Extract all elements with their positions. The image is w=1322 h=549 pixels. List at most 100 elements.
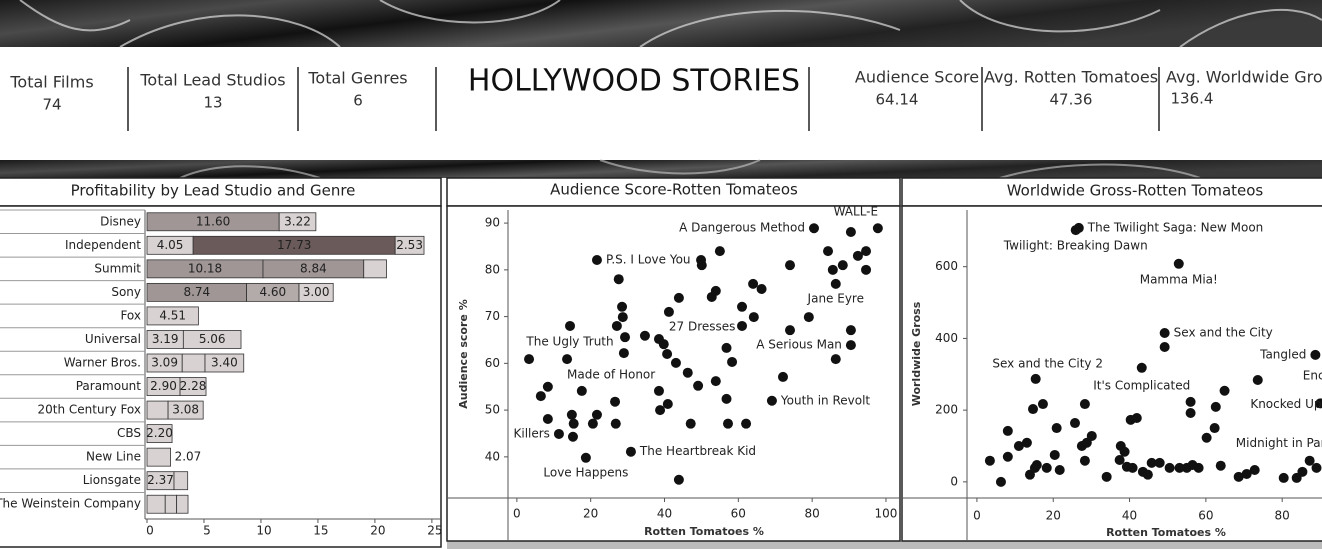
y-tick-label: New Line [86, 450, 141, 464]
point [710, 376, 721, 387]
data-label: 11.60 [196, 214, 230, 228]
point [658, 339, 669, 350]
y-tick-label: 90 [485, 216, 500, 230]
point [1119, 446, 1130, 457]
data-label: 2.90 [150, 379, 177, 393]
bar-segment [278, 212, 317, 232]
x-tick-label: 20 [370, 524, 385, 538]
x-tick-label: 60 [1198, 509, 1213, 523]
swirl-lines [19, 0, 1322, 48]
point [535, 391, 546, 402]
point [655, 405, 666, 416]
point [1209, 423, 1220, 434]
point [618, 348, 629, 359]
point [1069, 418, 1080, 429]
point-label: Youth in Revolt [780, 393, 871, 407]
bar-segment [167, 400, 204, 420]
point [670, 357, 681, 368]
bar-segment [146, 494, 166, 514]
point [741, 418, 752, 429]
point [566, 409, 577, 420]
point [562, 354, 573, 365]
data-label: 4.51 [159, 308, 186, 322]
point [663, 306, 674, 317]
point-label: Made of Honor [567, 368, 655, 382]
point [756, 284, 767, 295]
point [1114, 454, 1125, 465]
point [1051, 423, 1062, 434]
point [721, 393, 732, 404]
point-label: A Serious Man [756, 338, 842, 352]
point-label: WALL-E [834, 205, 879, 219]
point [830, 354, 841, 365]
point [1054, 465, 1065, 476]
point-label: Twilight: Breaking Dawn [1003, 239, 1148, 253]
bar-segment [179, 377, 207, 396]
point [1215, 460, 1226, 471]
point [1249, 465, 1260, 476]
point-label: P.S. I Love You [606, 253, 691, 267]
y-tick-label: Universal [85, 332, 141, 346]
y-tick-label: CBS [117, 426, 141, 440]
x-tick-label: 15 [313, 524, 328, 538]
point [872, 223, 883, 234]
point [653, 385, 664, 396]
bar-segment [394, 235, 425, 255]
data-label: 2.07 [175, 450, 202, 464]
point [1154, 457, 1165, 468]
point [861, 246, 872, 257]
point [1030, 373, 1041, 384]
point [696, 260, 707, 271]
point [1086, 430, 1097, 441]
data-label: 3.40 [211, 356, 238, 370]
point [542, 381, 553, 392]
data-label: 8.74 [183, 285, 210, 299]
x-axis-title: Rotten Tomatoes % [1106, 526, 1226, 539]
point [567, 431, 578, 442]
point [1079, 399, 1090, 410]
panel-title-box [901, 177, 1322, 207]
bar-segment [146, 306, 199, 326]
point [1187, 460, 1198, 471]
point [673, 292, 684, 303]
point [1013, 440, 1024, 451]
data-label: 17.73 [277, 238, 311, 252]
y-axis-title: Audience score % [457, 299, 470, 408]
point [1304, 455, 1315, 466]
kpi-label: Total Films [9, 73, 93, 92]
point [587, 418, 598, 429]
point [1142, 469, 1153, 480]
x-tick-label: 100 [875, 507, 898, 521]
y-tick-label: Summit [94, 261, 141, 275]
point [1127, 462, 1138, 473]
point [625, 446, 636, 457]
point [682, 367, 693, 378]
point-label: Jane Eyre [807, 291, 864, 305]
y-tick-label: 40 [485, 449, 500, 463]
point [1002, 425, 1013, 436]
point [861, 264, 872, 275]
bar-segment [363, 259, 387, 279]
x-tick-label: 10 [256, 524, 271, 538]
point [710, 285, 721, 296]
bar-segment [204, 353, 245, 373]
point [766, 395, 777, 406]
chart-title: Profitability by Lead Studio and Genre [71, 182, 356, 200]
plot-area: WALL-E A Dangerous Method P.S. I Love You 2… [513, 205, 883, 485]
point [984, 455, 995, 466]
y-tick-label: Disney [100, 214, 141, 228]
bar-segment [164, 494, 178, 514]
point-label: Sex and the City [1174, 326, 1273, 340]
y-tick-label: Sony [111, 285, 141, 299]
point [610, 396, 621, 407]
point [1310, 349, 1321, 360]
point [1049, 449, 1060, 460]
point [673, 474, 684, 485]
point [1159, 328, 1170, 339]
point-label: The Twilight Saga: New Moon [1087, 220, 1263, 234]
kpi-value: 6 [353, 92, 363, 110]
point [576, 385, 587, 396]
point [1028, 404, 1039, 415]
